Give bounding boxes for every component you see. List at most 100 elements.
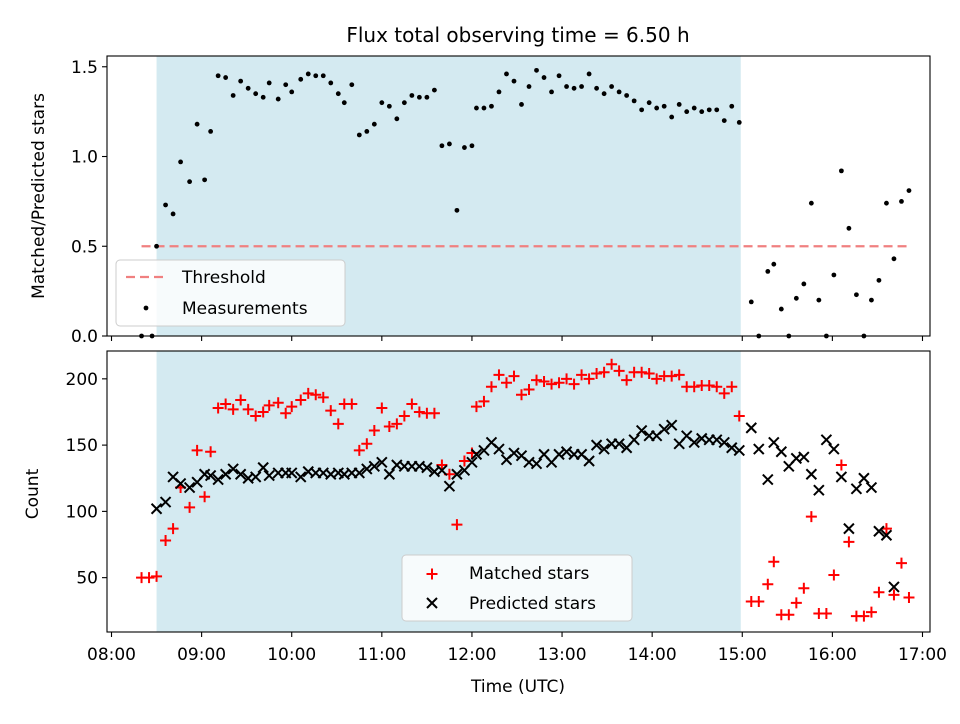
data-point [899, 198, 904, 204]
data-point [711, 381, 723, 393]
data-point [416, 94, 422, 100]
data-point [310, 389, 322, 401]
data-point [816, 297, 822, 303]
data-point [606, 358, 618, 370]
panel-ratio: 0.0 0.5 1.0 1.5 Threshold Measurements [71, 55, 931, 347]
data-point [447, 141, 452, 147]
data-point [205, 446, 217, 458]
data-point [170, 211, 176, 217]
data-point [489, 103, 494, 109]
data-point [317, 391, 329, 403]
legend-threshold-label: Threshold [181, 268, 266, 288]
data-point [424, 94, 430, 100]
data-point [199, 491, 211, 503]
data-point [298, 76, 304, 82]
data-point [579, 84, 584, 89]
legend-box [115, 259, 346, 327]
data-point [576, 369, 588, 381]
data-point [768, 556, 780, 568]
data-point [688, 381, 700, 393]
data-point [639, 107, 645, 113]
data-point [368, 460, 381, 473]
data-point [546, 378, 558, 390]
data-point [212, 402, 224, 414]
data-point [353, 467, 366, 479]
data-point [753, 443, 765, 455]
y-tick-label: 0.5 [71, 237, 98, 257]
data-point [828, 443, 840, 455]
data-point [560, 446, 573, 458]
data-point [202, 177, 208, 183]
data-point [531, 374, 543, 386]
data-point [257, 406, 269, 418]
data-point [493, 443, 505, 455]
data-point [451, 519, 463, 531]
data-point [684, 109, 690, 115]
data-point [349, 82, 355, 88]
data-point [541, 75, 547, 80]
data-point [215, 73, 221, 79]
data-point [496, 89, 502, 95]
data-point [469, 143, 475, 149]
data-point [733, 410, 745, 422]
data-point [313, 73, 319, 79]
data-point [409, 93, 415, 98]
x-tick-label: 13:00 [538, 645, 587, 665]
data-point [838, 168, 844, 174]
data-point [508, 370, 520, 382]
axes-frame [106, 55, 931, 337]
data-point [628, 434, 640, 446]
data-point [328, 80, 334, 86]
y-tick-label: 200 [66, 370, 98, 390]
data-point [191, 444, 203, 456]
data-point [474, 105, 479, 111]
data-point [439, 143, 445, 149]
axes-frame [106, 350, 931, 633]
data-point [431, 87, 437, 93]
data-point [283, 82, 289, 88]
data-point [391, 418, 403, 430]
data-point [711, 434, 723, 446]
data-point [371, 121, 377, 127]
data-point [353, 444, 365, 456]
data-point [873, 586, 885, 598]
x-tick-label: 16:00 [808, 645, 857, 665]
data-point [320, 73, 326, 79]
data-point [636, 366, 648, 378]
x-tick-label: 17:00 [898, 645, 947, 665]
data-point [204, 469, 217, 482]
data-point [466, 456, 478, 469]
legend-matched-swatch [426, 568, 438, 580]
data-point [726, 442, 738, 454]
data-point [666, 370, 678, 382]
data-point [263, 469, 275, 482]
data-point [906, 188, 912, 194]
y-tick-label: 1.0 [71, 148, 98, 168]
data-point [613, 365, 625, 377]
data-point [481, 105, 487, 111]
data-point [150, 503, 163, 515]
data-point [361, 463, 373, 475]
data-point [561, 373, 573, 385]
data-point [798, 582, 810, 594]
data-point [401, 100, 407, 106]
data-point [654, 105, 660, 111]
data-point [762, 473, 774, 486]
data-point [462, 145, 467, 150]
data-point [356, 132, 362, 138]
data-point [493, 369, 505, 381]
data-point [873, 525, 885, 537]
data-point [187, 179, 193, 185]
data-point [230, 93, 236, 98]
data-point [745, 422, 757, 434]
data-point [903, 592, 915, 604]
series-measurements [139, 67, 912, 339]
data-point [436, 459, 448, 471]
data-point [538, 375, 550, 387]
data-point [601, 91, 607, 97]
data-point [553, 377, 565, 389]
data-point [805, 468, 818, 480]
data-point [858, 472, 870, 484]
panel-counts: 50 100 150 200 08:00 09:00 10:00 11:00 12:00 13:0… [66, 350, 947, 665]
data-point [665, 419, 678, 431]
